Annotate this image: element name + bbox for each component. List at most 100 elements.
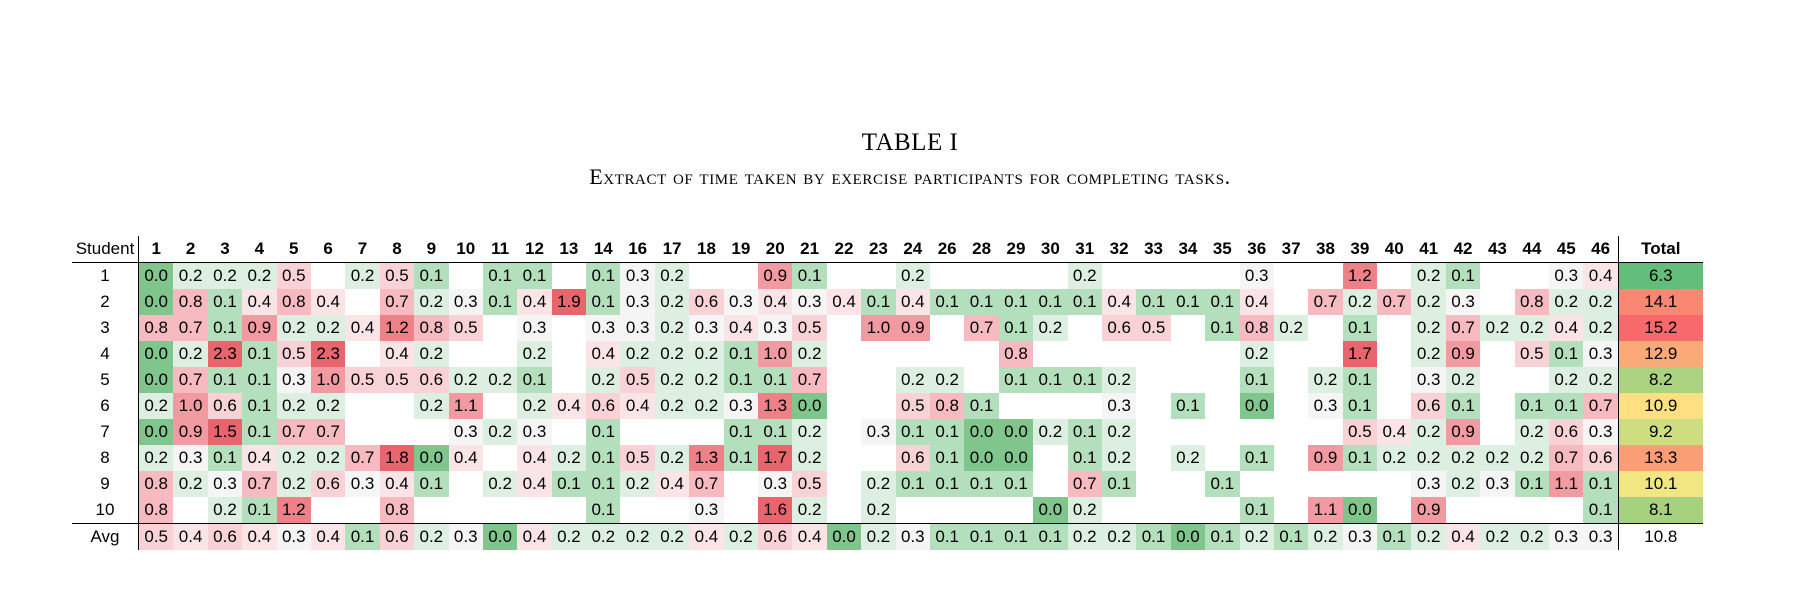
time-cell: 0.1 [723,419,759,445]
time-cell: 0.5 [620,445,655,471]
time-cell: 0.1 [1514,393,1550,419]
time-cell: 0.1 [242,367,277,393]
time-cell: 1.7 [1342,341,1378,367]
time-cell [861,367,896,393]
time-cell [654,419,690,445]
student-label: 6 [72,393,139,419]
time-cell: 0.2 [1067,262,1102,289]
time-cell: 0.6 [758,523,793,550]
time-cell: 1.0 [861,315,896,341]
time-cell: 0.2 [310,315,346,341]
time-cell [1205,262,1240,289]
time-cell [826,262,862,289]
time-cell: 0.2 [929,367,965,393]
column-header: 33 [1136,236,1171,263]
time-cell: 0.1 [1514,471,1550,497]
time-cell: 0.9 [242,315,277,341]
time-cell: 0.7 [792,367,827,393]
time-cell: 0.0 [998,445,1034,471]
time-cell [482,497,518,524]
time-cell [482,445,518,471]
time-cell: 0.1 [964,289,999,315]
student-label: 7 [72,419,139,445]
time-cell: 0.1 [1067,367,1102,393]
time-cell: 0.2 [517,393,552,419]
time-cell: 0.7 [964,315,999,341]
time-cell: 0.5 [1514,341,1550,367]
time-cell: 0.2 [310,393,346,419]
table-row: 3 0.8 0.7 0.1 0.9 0.2 0.2 0.4 1.2 0.8 0.5 0.3 0.3 0.3… [72,315,1703,341]
time-cell: 0.2 [1101,445,1137,471]
student-label: 4 [72,341,139,367]
time-cell: 0.1 [998,523,1034,550]
time-cell [689,262,724,289]
time-cell: 0.4 [689,523,724,550]
time-cell: 0.0 [482,523,518,550]
time-cell: 0.1 [482,289,518,315]
time-cell: 0.1 [1205,289,1240,315]
time-cell: 0.8 [414,315,449,341]
time-cell: 0.1 [1583,497,1619,524]
column-header: 40 [1377,236,1412,263]
time-cell: 1.5 [207,419,243,445]
time-cell: 0.1 [998,367,1034,393]
time-cell: 0.8 [929,393,965,419]
time-cell: 1.0 [173,393,208,419]
column-header: 42 [1445,236,1481,263]
column-header: 21 [792,236,827,263]
time-cell: 0.2 [1480,315,1515,341]
time-cell: 0.0 [792,393,827,419]
table-row: 1 0.0 0.2 0.2 0.2 0.5 0.2 0.5 0.1 0.1 0.1 0.1 0.3 0.2… [72,262,1703,289]
time-cell [1170,341,1206,367]
time-cell: 0.2 [276,471,311,497]
table-row: 5 0.0 0.7 0.1 0.1 0.3 1.0 0.5 0.5 0.6 0.2 0.2 0.1 0.2… [72,367,1703,393]
column-header: 14 [586,236,621,263]
time-cell: 0.1 [207,315,243,341]
time-cell: 0.3 [276,367,311,393]
time-cell: 0.8 [1239,315,1274,341]
time-cell: 0.2 [654,367,690,393]
time-cell: 0.1 [792,262,827,289]
time-cell: 0.1 [586,289,621,315]
time-cell: 0.9 [173,419,208,445]
time-cell: 0.1 [964,393,999,419]
time-cell: 0.2 [551,523,587,550]
time-cell: 0.2 [345,262,380,289]
table-subtitle: Extract of time taken by exercise partic… [589,164,1231,189]
time-cell [1101,341,1137,367]
time-cell: 0.1 [1239,497,1274,524]
student-label: 2 [72,289,139,315]
time-cell: 0.1 [586,419,621,445]
time-cell: 0.1 [861,289,896,315]
time-cell [1033,341,1068,367]
time-cell [1308,262,1343,289]
time-cell: 0.2 [1549,367,1584,393]
column-header: 30 [1033,236,1068,263]
time-cell [482,315,518,341]
time-cell: 0.4 [1583,262,1619,289]
header-row: Student 1 2 3 4 5 6 7 8 9 10 11 12 13 14 16 17 18 19 20 21 2… [72,236,1703,263]
time-cell: 0.2 [1101,523,1137,550]
time-cell [826,315,862,341]
time-cell: 0.4 [1239,289,1274,315]
time-cell [345,289,380,315]
time-cell: 0.3 [1583,419,1619,445]
time-cell: 0.1 [929,419,965,445]
time-cell: 0.9 [758,262,793,289]
time-cell: 0.0 [826,523,862,550]
time-cell [1239,471,1274,497]
time-cell: 0.1 [758,367,793,393]
time-cell: 0.2 [1308,523,1343,550]
time-cell: 0.2 [1514,315,1550,341]
time-cell: 0.2 [276,445,311,471]
time-cell: 0.2 [689,367,724,393]
time-cell: 0.2 [1480,445,1515,471]
time-cell: 1.2 [276,497,311,524]
time-cell: 0.2 [689,393,724,419]
time-cell [1136,445,1171,471]
time-cell [861,445,896,471]
time-cell [551,367,587,393]
time-cell [379,393,415,419]
time-cell: 0.1 [482,262,518,289]
time-cell: 0.1 [964,523,999,550]
